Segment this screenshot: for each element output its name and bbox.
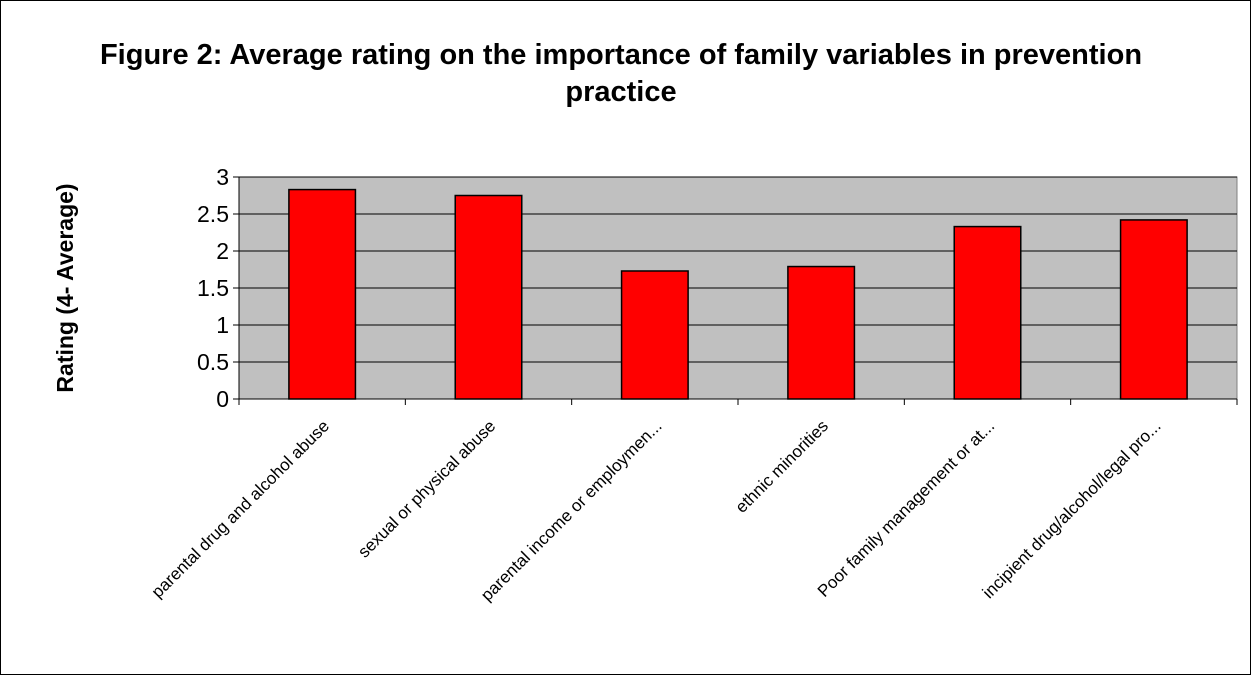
x-category-label: incipient drug/alcohol/legal pro... <box>979 416 1165 602</box>
bar <box>787 265 856 400</box>
y-tick-label: 2 <box>216 238 229 264</box>
chart-title: Figure 2: Average rating on the importan… <box>99 39 1143 108</box>
y-tick-label: 1 <box>216 312 229 338</box>
x-category-label: Poor family management or at... <box>814 416 998 600</box>
bar <box>454 194 523 400</box>
y-tick-label: 0.5 <box>197 349 229 375</box>
bar <box>953 225 1022 400</box>
x-category-label: sexual or physical abuse <box>354 416 499 561</box>
x-category-label: ethnic minorities <box>732 416 832 516</box>
x-category-labels: parental drug and alcohol abuse sexual or… <box>148 416 1165 604</box>
bar <box>620 270 689 400</box>
x-category-label: parental drug and alcohol abuse <box>148 416 333 601</box>
y-tick-label: 3 <box>216 164 229 190</box>
x-category-label: parental income or employmen... <box>477 416 665 604</box>
y-tick-label: 1.5 <box>197 275 229 301</box>
bar <box>1119 219 1188 400</box>
bars <box>288 188 1188 400</box>
bar <box>288 188 357 400</box>
y-tick-label: 0 <box>216 386 229 412</box>
axes <box>233 176 1238 405</box>
gridlines <box>239 176 1237 363</box>
y-tick-label: 2.5 <box>197 201 229 227</box>
y-axis-title: Rating (4- Average) <box>52 183 78 392</box>
y-tick-labels: 0 0.5 1 1.5 2 2.5 3 <box>197 164 229 412</box>
